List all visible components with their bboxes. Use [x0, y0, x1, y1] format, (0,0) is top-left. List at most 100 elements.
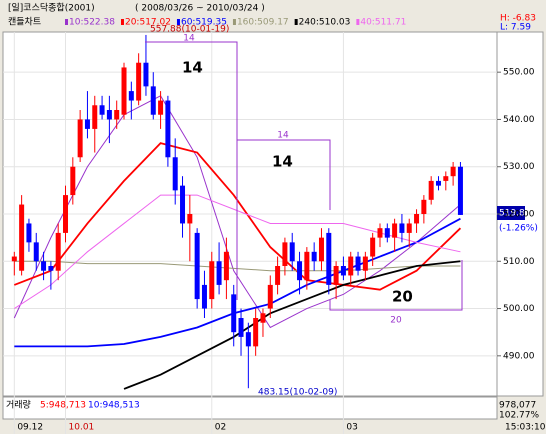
candle-body	[165, 100, 171, 158]
ma-line	[13, 95, 461, 329]
legend-swatch	[120, 19, 124, 25]
volume-title: 거래량	[6, 399, 31, 411]
candle-body	[297, 261, 303, 281]
candle-body	[201, 284, 207, 309]
candle-body	[340, 266, 346, 276]
candle-body	[99, 105, 105, 115]
bracket	[237, 139, 331, 210]
candle-body	[414, 214, 420, 224]
period-label: 14	[272, 153, 293, 171]
candle-body	[106, 110, 112, 120]
legend-swatch	[232, 19, 236, 25]
candle-body	[158, 100, 164, 115]
candle-body	[41, 261, 47, 271]
candle-body	[194, 232, 200, 300]
y-tick-label: 490.00	[503, 351, 535, 361]
candle-body	[355, 256, 361, 271]
x-tick-label: 09.12	[17, 423, 43, 433]
bracket	[145, 41, 238, 300]
candle-body	[26, 223, 32, 243]
candle-body	[253, 318, 259, 347]
candle-body	[318, 237, 324, 262]
legend-entry: 60:519.35	[181, 18, 227, 28]
candle-body	[392, 223, 398, 238]
candle-body	[260, 313, 266, 323]
candle-body	[187, 214, 193, 224]
candle-body	[121, 67, 127, 115]
x-tick-label: 02	[215, 423, 226, 433]
low-annotation: 483.15(10-02-09)	[258, 388, 337, 398]
candle-body	[11, 256, 17, 262]
candle-body	[48, 266, 54, 271]
low-label: L: 7.59	[500, 23, 531, 33]
candle-body	[128, 91, 134, 101]
legend-entry: 10:522.38	[69, 18, 115, 28]
chart-title: [일]코스닥종합(2001)	[8, 3, 95, 14]
volume-ratio: 102.77%	[499, 411, 539, 421]
bracket	[329, 260, 463, 311]
candle-body	[348, 256, 354, 276]
y-tick-label: 540.00	[503, 115, 535, 125]
x-tick-label: 10.01	[69, 423, 95, 433]
volume-legend: 10:948,513	[88, 401, 140, 411]
candle-body	[304, 251, 310, 281]
candle-body	[428, 180, 434, 200]
candle-body	[180, 185, 186, 224]
ma-line	[13, 142, 462, 291]
chart-subtitle: ( 2008/03/26 ~ 2010/03/24 )	[135, 4, 265, 14]
volume-value: 978,077	[499, 401, 536, 411]
candle-body	[326, 232, 332, 285]
candle-body	[282, 242, 288, 266]
candle-body	[443, 176, 449, 181]
candle-body	[457, 166, 463, 215]
legend-swatch	[65, 19, 68, 25]
candle-body	[289, 242, 295, 262]
volume-panel	[2, 396, 498, 420]
candle-body	[311, 251, 317, 262]
y-tick-label: 530.00	[503, 162, 535, 172]
y-tick-label: 500.00	[503, 304, 535, 314]
legend-entry: 240:510.03	[299, 18, 351, 28]
legend: 10:522.38 20:517.02 60:519.35 160:509.17 240…	[65, 18, 406, 28]
ma-line	[123, 260, 461, 390]
candle-body	[216, 261, 222, 285]
candle-body	[275, 266, 281, 285]
last-price-box	[497, 206, 525, 220]
candle-body	[377, 228, 383, 238]
candle-body	[77, 119, 83, 158]
small-label: 20	[390, 316, 402, 326]
candle-body	[406, 223, 412, 233]
candle-body	[450, 166, 456, 177]
candle-body	[136, 62, 142, 101]
chart-label: 캔들차트	[8, 16, 41, 28]
candle-body	[421, 199, 427, 214]
legend-entry: 40:511.71	[360, 18, 406, 28]
candle-body	[84, 119, 90, 129]
ma-line	[14, 260, 461, 272]
candle-body	[70, 166, 76, 196]
high-annotation: 557.88(10-01-19)	[150, 25, 229, 35]
y-tick-label: 550.00	[503, 68, 535, 78]
candle-body	[55, 232, 61, 271]
candle-body	[63, 195, 69, 233]
candle-body	[238, 318, 244, 337]
y-tick-label: 510.00	[503, 257, 535, 267]
legend-swatch	[176, 19, 180, 25]
candle-body	[223, 251, 229, 281]
candle-body	[370, 237, 376, 257]
high-label: H: -6.83	[500, 14, 536, 24]
candle-body	[19, 204, 25, 271]
candle-body	[92, 105, 98, 129]
y-tick-label: 520.00	[503, 210, 535, 220]
candle-body	[245, 332, 251, 347]
plot	[3, 32, 497, 434]
small-label: 14	[277, 131, 289, 141]
candle-body	[399, 223, 405, 233]
time-label: 15:03:10	[505, 423, 546, 433]
legend-entry: 20:517.02	[125, 18, 171, 28]
period-label: 14	[182, 59, 203, 77]
legend-swatch	[356, 19, 360, 25]
candle-body	[435, 180, 441, 186]
small-label: 14	[183, 34, 195, 44]
